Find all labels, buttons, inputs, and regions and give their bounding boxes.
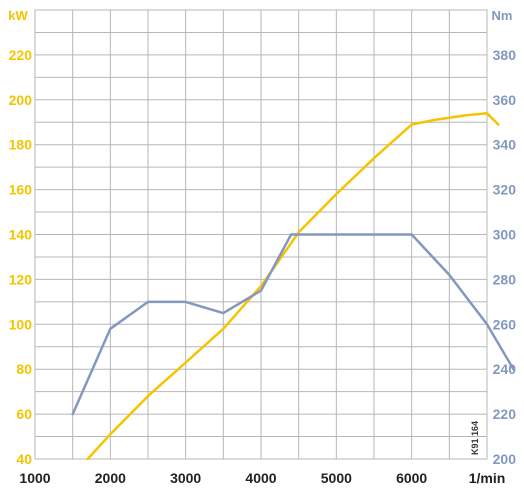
y-right-tick-label: 200 bbox=[493, 451, 517, 467]
y-left-tick-label: 120 bbox=[9, 271, 33, 287]
x-axis-label: 1/min bbox=[469, 470, 506, 486]
x-tick-label: 5000 bbox=[321, 470, 352, 486]
x-tick-label: 4000 bbox=[245, 470, 276, 486]
catalog-annotation: K91 164 bbox=[470, 421, 480, 455]
power-curve bbox=[86, 112, 500, 461]
y-left-tick-label: 60 bbox=[16, 406, 32, 422]
x-tick-label: 6000 bbox=[396, 470, 427, 486]
y-left-tick-label: 160 bbox=[9, 182, 33, 198]
y-left-tick-label: 80 bbox=[16, 361, 32, 377]
y-right-tick-label: 340 bbox=[493, 137, 517, 153]
y-right-tick-label: 380 bbox=[493, 47, 517, 63]
x-tick-label: 2000 bbox=[95, 470, 126, 486]
y-right-tick-label: 220 bbox=[493, 406, 517, 422]
y-right-tick-label: 320 bbox=[493, 182, 517, 198]
y-right-tick-label: 360 bbox=[493, 92, 517, 108]
y-left-tick-label: 140 bbox=[9, 227, 33, 243]
y-left-tick-label: 200 bbox=[9, 92, 33, 108]
y-right-tick-label: 260 bbox=[493, 316, 517, 332]
y-right-tick-label: 300 bbox=[493, 227, 517, 243]
y-left-tick-label: 100 bbox=[9, 316, 33, 332]
x-tick-label: 1000 bbox=[19, 470, 50, 486]
x-tick-label: 3000 bbox=[170, 470, 201, 486]
y-left-tick-label: 40 bbox=[16, 451, 32, 467]
torque-curve bbox=[71, 233, 515, 416]
y-right-tick-label: 280 bbox=[493, 271, 517, 287]
y-left-tick-label: 220 bbox=[9, 47, 33, 63]
y-left-tick-label: 180 bbox=[9, 137, 33, 153]
y-right-axis-label: Nm bbox=[492, 8, 513, 23]
y-left-axis-label: kW bbox=[8, 8, 28, 23]
